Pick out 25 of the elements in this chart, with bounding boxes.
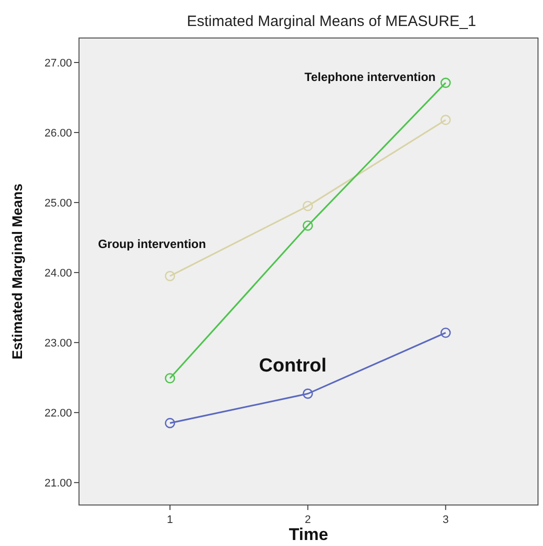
point xyxy=(302,220,313,231)
y-tick-label: 21.00 xyxy=(44,478,72,490)
point xyxy=(164,373,176,384)
point xyxy=(440,328,451,338)
x-tick-label: 3 xyxy=(442,514,449,526)
chart-title: Estimated Marginal Means of MEASURE_1 xyxy=(186,13,476,30)
point xyxy=(302,388,313,399)
series-label: Control xyxy=(259,356,327,377)
x-axis-title: Time xyxy=(288,525,328,544)
series-label: Telephone intervention xyxy=(304,70,436,84)
point xyxy=(164,270,176,282)
y-tick-label: 27.00 xyxy=(44,58,72,70)
y-tick-label: 23.00 xyxy=(44,338,72,350)
y-tick-label: 25.00 xyxy=(44,198,72,210)
y-tick-label: 24.00 xyxy=(44,268,72,280)
x-tick-label: 1 xyxy=(166,514,174,526)
series-label: Group intervention xyxy=(98,237,206,252)
point xyxy=(440,78,451,88)
point xyxy=(440,114,451,126)
point xyxy=(164,418,176,428)
y-tick-label: 22.00 xyxy=(44,408,72,420)
x-tick-label: 2 xyxy=(304,514,311,526)
point xyxy=(302,200,313,212)
y-axis-title: Estimated Marginal Means xyxy=(9,183,25,360)
y-tick-label: 26.00 xyxy=(44,128,72,140)
